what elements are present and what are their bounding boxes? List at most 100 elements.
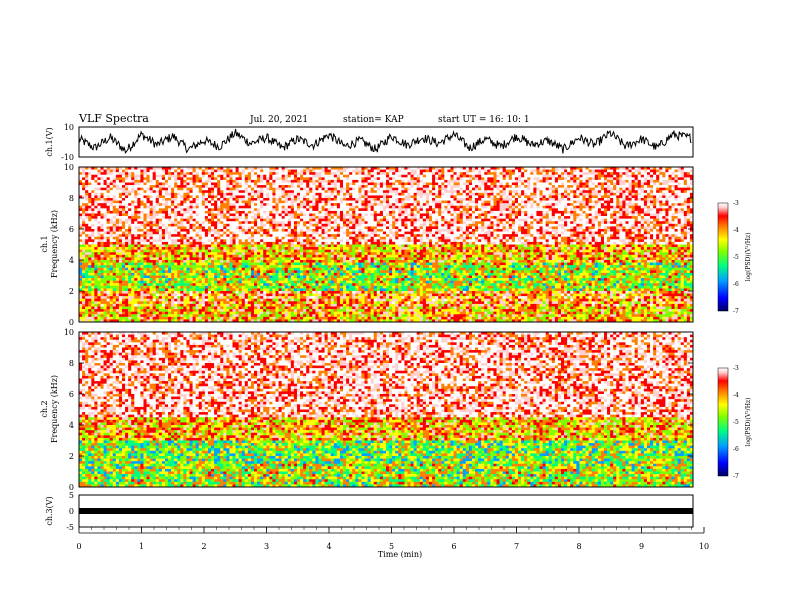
spectrogram-cell bbox=[337, 190, 340, 193]
spectrogram-cell bbox=[91, 221, 94, 224]
spectrogram-cell bbox=[411, 180, 414, 183]
spectrogram-cell bbox=[137, 208, 140, 211]
spectrogram-cell bbox=[533, 214, 536, 217]
spectrogram-cell bbox=[239, 193, 242, 196]
spectrogram-cell bbox=[205, 195, 208, 198]
spectrogram-cell bbox=[365, 175, 368, 178]
spectrogram-cell bbox=[190, 214, 193, 217]
spectrogram-cell bbox=[398, 206, 401, 209]
spectrogram-cell bbox=[500, 170, 503, 173]
spectrogram-cell bbox=[524, 195, 527, 198]
spectrogram-cell bbox=[199, 190, 202, 193]
spectrogram-cell bbox=[303, 170, 306, 173]
spectrogram-cell bbox=[251, 183, 254, 186]
spectrogram-cell bbox=[104, 221, 107, 224]
spectrogram-cell bbox=[395, 180, 398, 183]
spectrogram-cell bbox=[131, 208, 134, 211]
spectrogram-cell bbox=[546, 185, 549, 188]
spectrogram-cell bbox=[533, 221, 536, 224]
spectrogram-cell bbox=[202, 201, 205, 204]
spectrogram-cell bbox=[463, 188, 466, 191]
spectrogram-cell bbox=[134, 175, 137, 178]
spectrogram-cell bbox=[113, 201, 116, 204]
spectrogram-cell bbox=[392, 208, 395, 211]
spectrogram-cell bbox=[490, 226, 493, 229]
spectrogram-cell bbox=[386, 183, 389, 186]
spectrogram-cell bbox=[226, 180, 229, 183]
spectrogram-cell bbox=[380, 211, 383, 214]
spectrogram-cell bbox=[300, 208, 303, 211]
spectrogram-cell bbox=[297, 185, 300, 188]
spectrogram-cell bbox=[236, 219, 239, 222]
spectrogram-cell bbox=[650, 226, 653, 229]
spectrogram-cell bbox=[104, 229, 107, 232]
spectrogram-cell bbox=[85, 208, 88, 211]
spectrogram-cell bbox=[395, 185, 398, 188]
spectrogram-cell bbox=[447, 170, 450, 173]
spectrogram-cell bbox=[607, 221, 610, 224]
spectrogram-cell bbox=[208, 219, 211, 222]
spectrogram-cell bbox=[457, 188, 460, 191]
spectrogram-cell bbox=[285, 206, 288, 209]
spectrogram-cell bbox=[242, 203, 245, 206]
spectrogram-cell bbox=[193, 203, 196, 206]
spectrogram-cell bbox=[595, 203, 598, 206]
spectrogram-cell bbox=[263, 183, 266, 186]
spectrogram-cell bbox=[248, 190, 251, 193]
spectrogram-cell bbox=[186, 214, 189, 217]
spectrogram-cell bbox=[315, 219, 318, 222]
spectrogram-cell bbox=[226, 201, 229, 204]
spectrogram-cell bbox=[613, 211, 616, 214]
spectrogram-cell bbox=[183, 221, 186, 224]
spectrogram-cell bbox=[88, 214, 91, 217]
spectrogram-cell bbox=[110, 203, 113, 206]
spectrogram-cell bbox=[530, 214, 533, 217]
spectrogram-cell bbox=[254, 203, 257, 206]
spectrogram-cell bbox=[650, 180, 653, 183]
spectrogram-cell bbox=[644, 190, 647, 193]
spectrogram-cell bbox=[168, 172, 171, 175]
spectrogram-cell bbox=[543, 185, 546, 188]
spectrogram-cell bbox=[497, 198, 500, 201]
spectrogram-cell bbox=[561, 180, 564, 183]
spectrogram-cell bbox=[570, 185, 573, 188]
spectrogram-cell bbox=[478, 211, 481, 214]
spectrogram-cell bbox=[214, 172, 217, 175]
spectrogram-cell bbox=[315, 221, 318, 224]
spectrogram-cell bbox=[497, 188, 500, 191]
spectrogram-cell bbox=[85, 180, 88, 183]
spectrogram-cell bbox=[374, 219, 377, 222]
spectrogram-cell bbox=[490, 193, 493, 196]
spectrogram-cell bbox=[576, 219, 579, 222]
spectrogram-cell bbox=[328, 183, 331, 186]
spectrogram-cell bbox=[346, 195, 349, 198]
spectrogram-cell bbox=[122, 177, 125, 180]
spectrogram-cell bbox=[371, 219, 374, 222]
spectrogram-cell bbox=[616, 198, 619, 201]
spectrogram-cell bbox=[607, 172, 610, 175]
spectrogram-cell bbox=[361, 198, 364, 201]
spectrogram-cell bbox=[236, 185, 239, 188]
spectrogram-cell bbox=[150, 188, 153, 191]
spectrogram-cell bbox=[389, 198, 392, 201]
spectrogram-cell bbox=[512, 180, 515, 183]
spectrogram-cell bbox=[487, 208, 490, 211]
spectrogram-cell bbox=[291, 214, 294, 217]
spectrogram-cell bbox=[174, 198, 177, 201]
spectrogram-cell bbox=[530, 219, 533, 222]
spectrogram-cell bbox=[441, 203, 444, 206]
spectrogram-cell bbox=[104, 211, 107, 214]
spectrogram-cell bbox=[441, 219, 444, 222]
spectrogram-cell bbox=[497, 190, 500, 193]
spectrogram-cell bbox=[582, 170, 585, 173]
spectrogram-cell bbox=[463, 224, 466, 227]
spectrogram-cell bbox=[604, 195, 607, 198]
spectrogram-cell bbox=[561, 206, 564, 209]
spectrogram-cell bbox=[245, 221, 248, 224]
spectrogram-cell bbox=[150, 172, 153, 175]
spectrogram-cell bbox=[352, 214, 355, 217]
spectrogram-cell bbox=[346, 175, 349, 178]
spectrogram-cell bbox=[515, 208, 518, 211]
spectrogram-cell bbox=[315, 206, 318, 209]
spectrogram-cell bbox=[236, 177, 239, 180]
